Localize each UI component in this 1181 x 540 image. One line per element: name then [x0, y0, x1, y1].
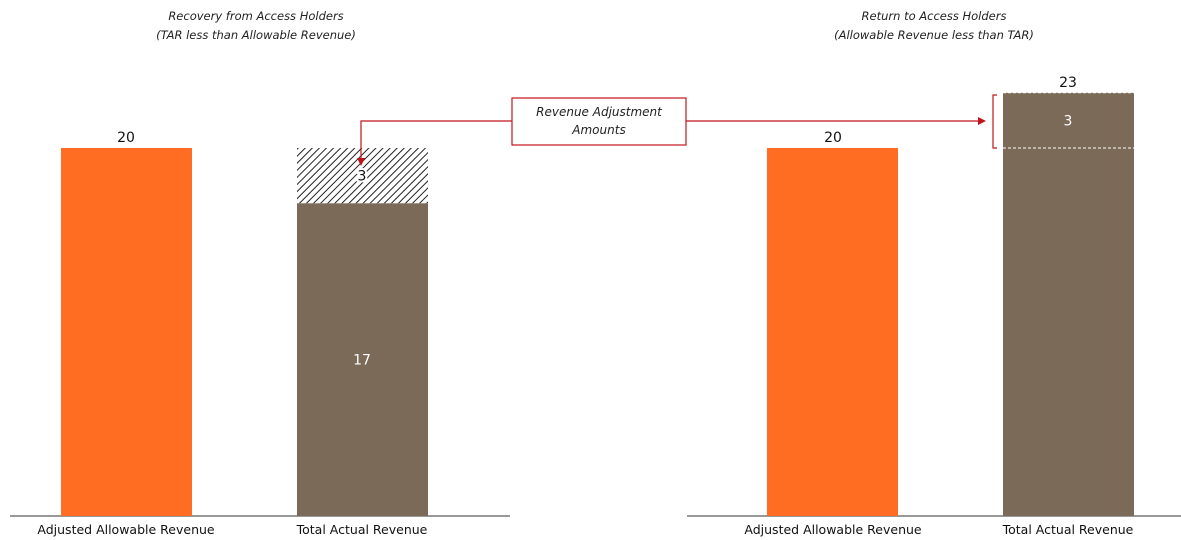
category-label: Adjusted Allowable Revenue — [37, 522, 215, 537]
bar-actual-segment-1 — [297, 148, 428, 204]
revenue-adjustment-callout: Revenue Adjustment Amounts — [357, 97, 986, 166]
callout-line-2: Amounts — [571, 123, 625, 137]
left-chart-subtitle: (TAR less than Allowable Revenue) — [156, 28, 356, 42]
bar-total-label: 23 — [1059, 75, 1077, 91]
left-chart-title: Recovery from Access Holders — [168, 9, 343, 23]
bar-allowable-segment-0 — [767, 148, 898, 516]
bar-actual-segment-0 — [1003, 148, 1134, 516]
bar-total-label: 20 — [117, 130, 135, 146]
callout-box — [511, 97, 687, 146]
bar-allowable-segment-0 — [61, 148, 192, 516]
segment-value-label: 3 — [1064, 113, 1073, 129]
bar-total-label: 20 — [824, 130, 842, 146]
bar-actual-segment-0 — [297, 203, 428, 516]
segment-value-label: 3 — [358, 169, 367, 185]
left-chart: 20 Adjusted Allowable Revenue 17 3 Total Act… — [10, 130, 510, 537]
callout-line-1: Revenue Adjustment — [536, 105, 663, 119]
category-label: Adjusted Allowable Revenue — [744, 522, 922, 537]
right-chart: 20 Adjusted Allowable Revenue 3 23 Total Act… — [687, 75, 1181, 537]
callout-arrow-left — [357, 120, 512, 166]
segment-value-label: 17 — [353, 353, 371, 369]
category-label: Total Actual Revenue — [296, 522, 428, 537]
bar-actual-segment-1 — [1003, 92, 1134, 148]
right-chart-title: Return to Access Holders — [862, 9, 1007, 23]
category-label: Total Actual Revenue — [1002, 522, 1134, 537]
right-chart-subtitle: (Allowable Revenue less than TAR) — [834, 28, 1034, 42]
adjustment-bracket — [992, 94, 997, 149]
